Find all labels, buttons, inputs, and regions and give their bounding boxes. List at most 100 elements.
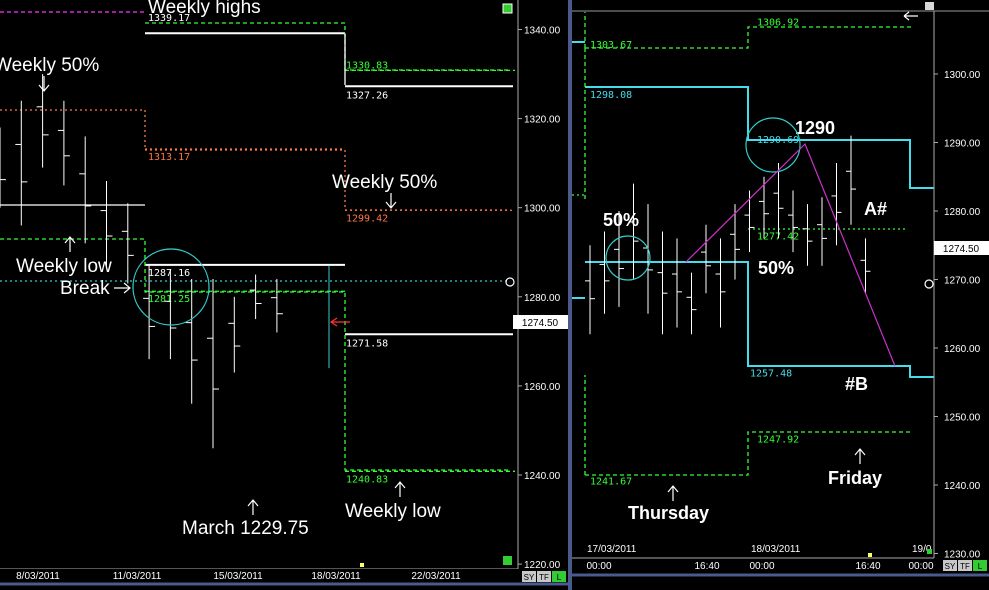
annotation-50-left: 50% [603, 210, 639, 230]
annotation-b-hash: #B [845, 374, 868, 394]
y-tick-label: 1230.00 [944, 550, 981, 561]
right-x-tick-labels: 17/03/2011 18/03/2011 19/0 00:00 16:40 0… [586, 544, 933, 572]
step-level-line [145, 22, 510, 71]
annotation-weekly-low-right: Weekly low [345, 501, 441, 522]
annotation-friday: Friday [828, 468, 882, 488]
time-marker-icon [868, 553, 872, 557]
sy-label: SY [524, 573, 535, 582]
x-tick: 22/03/2011 [411, 571, 461, 582]
l-label: L [978, 562, 983, 571]
x-tick: 15/03/2011 [213, 571, 263, 582]
crosshair-icon[interactable] [924, 279, 934, 289]
x-tick: 00:00 [908, 561, 933, 572]
x-tick-date: 18/03/2011 [751, 544, 801, 555]
highlight-circle [132, 248, 210, 326]
highlight-circle [745, 117, 801, 173]
y-tick-label: 1280.00 [524, 293, 561, 304]
annotation-weekly-highs: Weekly highs [148, 0, 261, 18]
level-label: 1330.83 [346, 60, 388, 71]
l-button[interactable] [973, 560, 987, 571]
level-label: 1339.17 [148, 13, 190, 24]
scroll-end-icon[interactable] [927, 549, 932, 554]
x-tick: 00:00 [586, 561, 611, 572]
left-y-axis [518, 0, 568, 569]
x-tick-date: 19/0 [912, 544, 932, 555]
annotation-weekly-50-left: Weekly 50% [0, 55, 99, 76]
y-tick-label: 1300.00 [944, 70, 981, 81]
right-y-tick-labels: 1300.00 1290.00 1280.00 1270.00 1260.00 1250.… [934, 70, 981, 561]
y-tick-label: 1290.00 [944, 139, 981, 150]
level-label: 1281.25 [148, 294, 190, 305]
y-tick-label: 1270.00 [944, 276, 981, 287]
y-tick-label: 1250.00 [944, 413, 981, 424]
y-tick-label: 1240.00 [524, 471, 561, 482]
tf-label: TF [539, 573, 549, 582]
left-y-tick-labels: 1340.00 1320.00 1300.00 1280.00 1260.00 1240.… [518, 26, 561, 571]
annotation-weekly-low-left: Weekly low [16, 256, 112, 277]
annotation-weekly-50-right: Weekly 50% [332, 172, 437, 193]
time-marker-icon [360, 563, 364, 567]
right-toolbar: SY TF L [943, 560, 987, 571]
sy-button[interactable] [943, 560, 957, 571]
left-last-price: 1274.50 [522, 318, 559, 329]
y-tick-label: 1260.00 [524, 382, 561, 393]
step-level-line [585, 26, 912, 49]
level-label: 1240.83 [346, 474, 388, 485]
y-tick-label: 1280.00 [944, 207, 981, 218]
annotation-arrows-right [667, 448, 866, 501]
annotation-break: Break [60, 278, 110, 299]
y-tick-label: 1220.00 [524, 560, 561, 571]
sy-label: SY [945, 562, 956, 571]
left-x-tick-labels: 8/03/2011 11/03/2011 15/03/2011 18/03/20… [16, 571, 461, 582]
left-arrow-icon[interactable] [903, 11, 918, 21]
ab-projection-line [685, 142, 896, 367]
tf-button[interactable] [958, 560, 972, 571]
step-level-line [585, 431, 912, 476]
step-level-line [0, 109, 510, 211]
tf-button[interactable] [537, 571, 551, 582]
window-control-icon[interactable] [925, 2, 934, 10]
level-label: 1327.26 [346, 90, 388, 101]
l-label: L [557, 573, 562, 582]
step-level-line [0, 238, 510, 471]
x-tick-date: 17/03/2011 [587, 544, 637, 555]
x-tick: 18/03/2011 [311, 571, 361, 582]
level-label: 1299.42 [346, 213, 388, 224]
x-tick: 8/03/2011 [16, 571, 60, 582]
annotation-50-right: 50% [758, 258, 794, 278]
level-label: 1287.16 [148, 268, 190, 279]
x-tick: 11/03/2011 [113, 571, 162, 582]
level-label: 1298.08 [590, 90, 632, 101]
left-plot-area [0, 0, 518, 569]
y-tick-label: 1240.00 [944, 481, 981, 492]
x-tick: 16:40 [694, 561, 719, 572]
y-tick-label: 1340.00 [524, 26, 561, 37]
right-last-price: 1274.50 [943, 244, 980, 255]
level-label: 1247.92 [757, 435, 799, 446]
annotation-1290: 1290 [795, 118, 835, 138]
expand-icon[interactable] [502, 3, 513, 14]
highlight-circle [605, 235, 651, 281]
x-tick: 16:40 [855, 561, 880, 572]
panel-divider[interactable] [568, 0, 572, 590]
crosshair-icon[interactable] [505, 277, 515, 287]
red-arrow-icon [329, 317, 350, 327]
x-tick: 00:00 [749, 561, 774, 572]
step-level-line [585, 261, 934, 378]
annotation-thursday: Thursday [628, 503, 709, 523]
level-label: 1271.58 [346, 338, 388, 349]
y-tick-label: 1320.00 [524, 115, 561, 126]
l-button[interactable] [552, 571, 566, 582]
annotation-a-hash: A# [864, 199, 887, 219]
tf-label: TF [960, 562, 970, 571]
scroll-end-icon[interactable] [503, 556, 512, 565]
level-label: 1257.48 [750, 368, 792, 379]
y-tick-label: 1300.00 [524, 204, 561, 215]
sy-button[interactable] [522, 571, 536, 582]
left-toolbar: SY TF L [522, 571, 566, 582]
level-label: 1241.67 [590, 477, 632, 488]
y-tick-label: 1260.00 [944, 344, 981, 355]
step-level-line [585, 86, 934, 189]
annotation-march-low: March 1229.75 [182, 518, 309, 539]
